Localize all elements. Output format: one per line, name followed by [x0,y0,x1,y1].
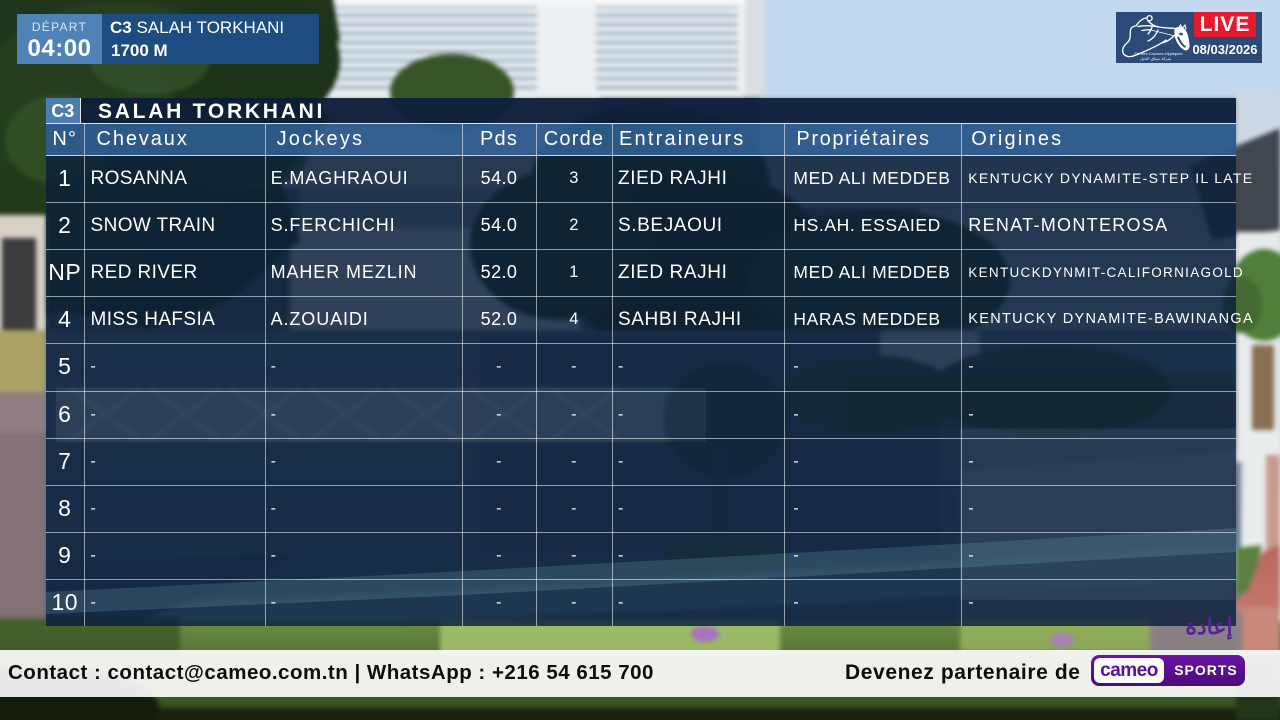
svg-text:Sté des Courses Hippiques: Sté des Courses Hippiques [1134,51,1182,56]
svg-text:شركة سباق الخيل: شركة سباق الخيل [1140,56,1172,61]
